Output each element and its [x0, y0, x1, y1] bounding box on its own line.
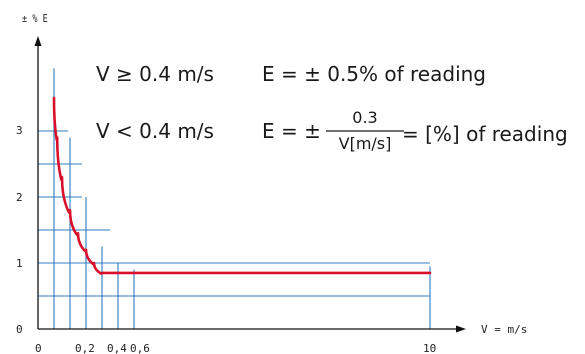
- accuracy-curve: [52, 96, 432, 275]
- x-tick-labels: 0 0,2 0,4 0,6 10: [35, 342, 436, 354]
- x-axis-label: V = m/s: [481, 323, 527, 336]
- x-tick-label: 0,2: [75, 342, 95, 354]
- y-tick-label: 1: [16, 257, 23, 270]
- y-axis-arrow: [34, 36, 42, 46]
- condition-high-speed: V ≥ 0.4 m/s: [96, 62, 214, 86]
- condition-low-speed: V < 0.4 m/s: [96, 119, 214, 143]
- axes: [34, 36, 466, 333]
- formula-low-speed-suffix: = [%] of reading: [402, 122, 568, 146]
- formula-numerator: 0.3: [352, 108, 377, 127]
- x-tick-label: 0,6: [130, 342, 150, 354]
- formula-high-speed: E = ± 0.5% of reading: [262, 62, 486, 86]
- x-tick-label: 10: [423, 342, 436, 354]
- y-tick-label: 0: [16, 323, 23, 336]
- y-tick-label: 2: [16, 191, 23, 204]
- formula-low-speed-prefix: E = ±: [262, 119, 321, 143]
- x-tick-label: 0,4: [107, 342, 127, 354]
- grid-lines: [38, 68, 431, 329]
- y-tick-label: 3: [16, 124, 23, 137]
- formula-denominator: V[m/s]: [339, 134, 392, 153]
- y-tick-labels: 0 1 2 3: [16, 124, 23, 336]
- x-tick-label: 0: [35, 342, 42, 354]
- x-axis-arrow: [456, 325, 466, 333]
- annotations: V ≥ 0.4 m/s E = ± 0.5% of reading V < 0.…: [96, 62, 568, 153]
- y-axis-label: ± % E: [22, 13, 48, 25]
